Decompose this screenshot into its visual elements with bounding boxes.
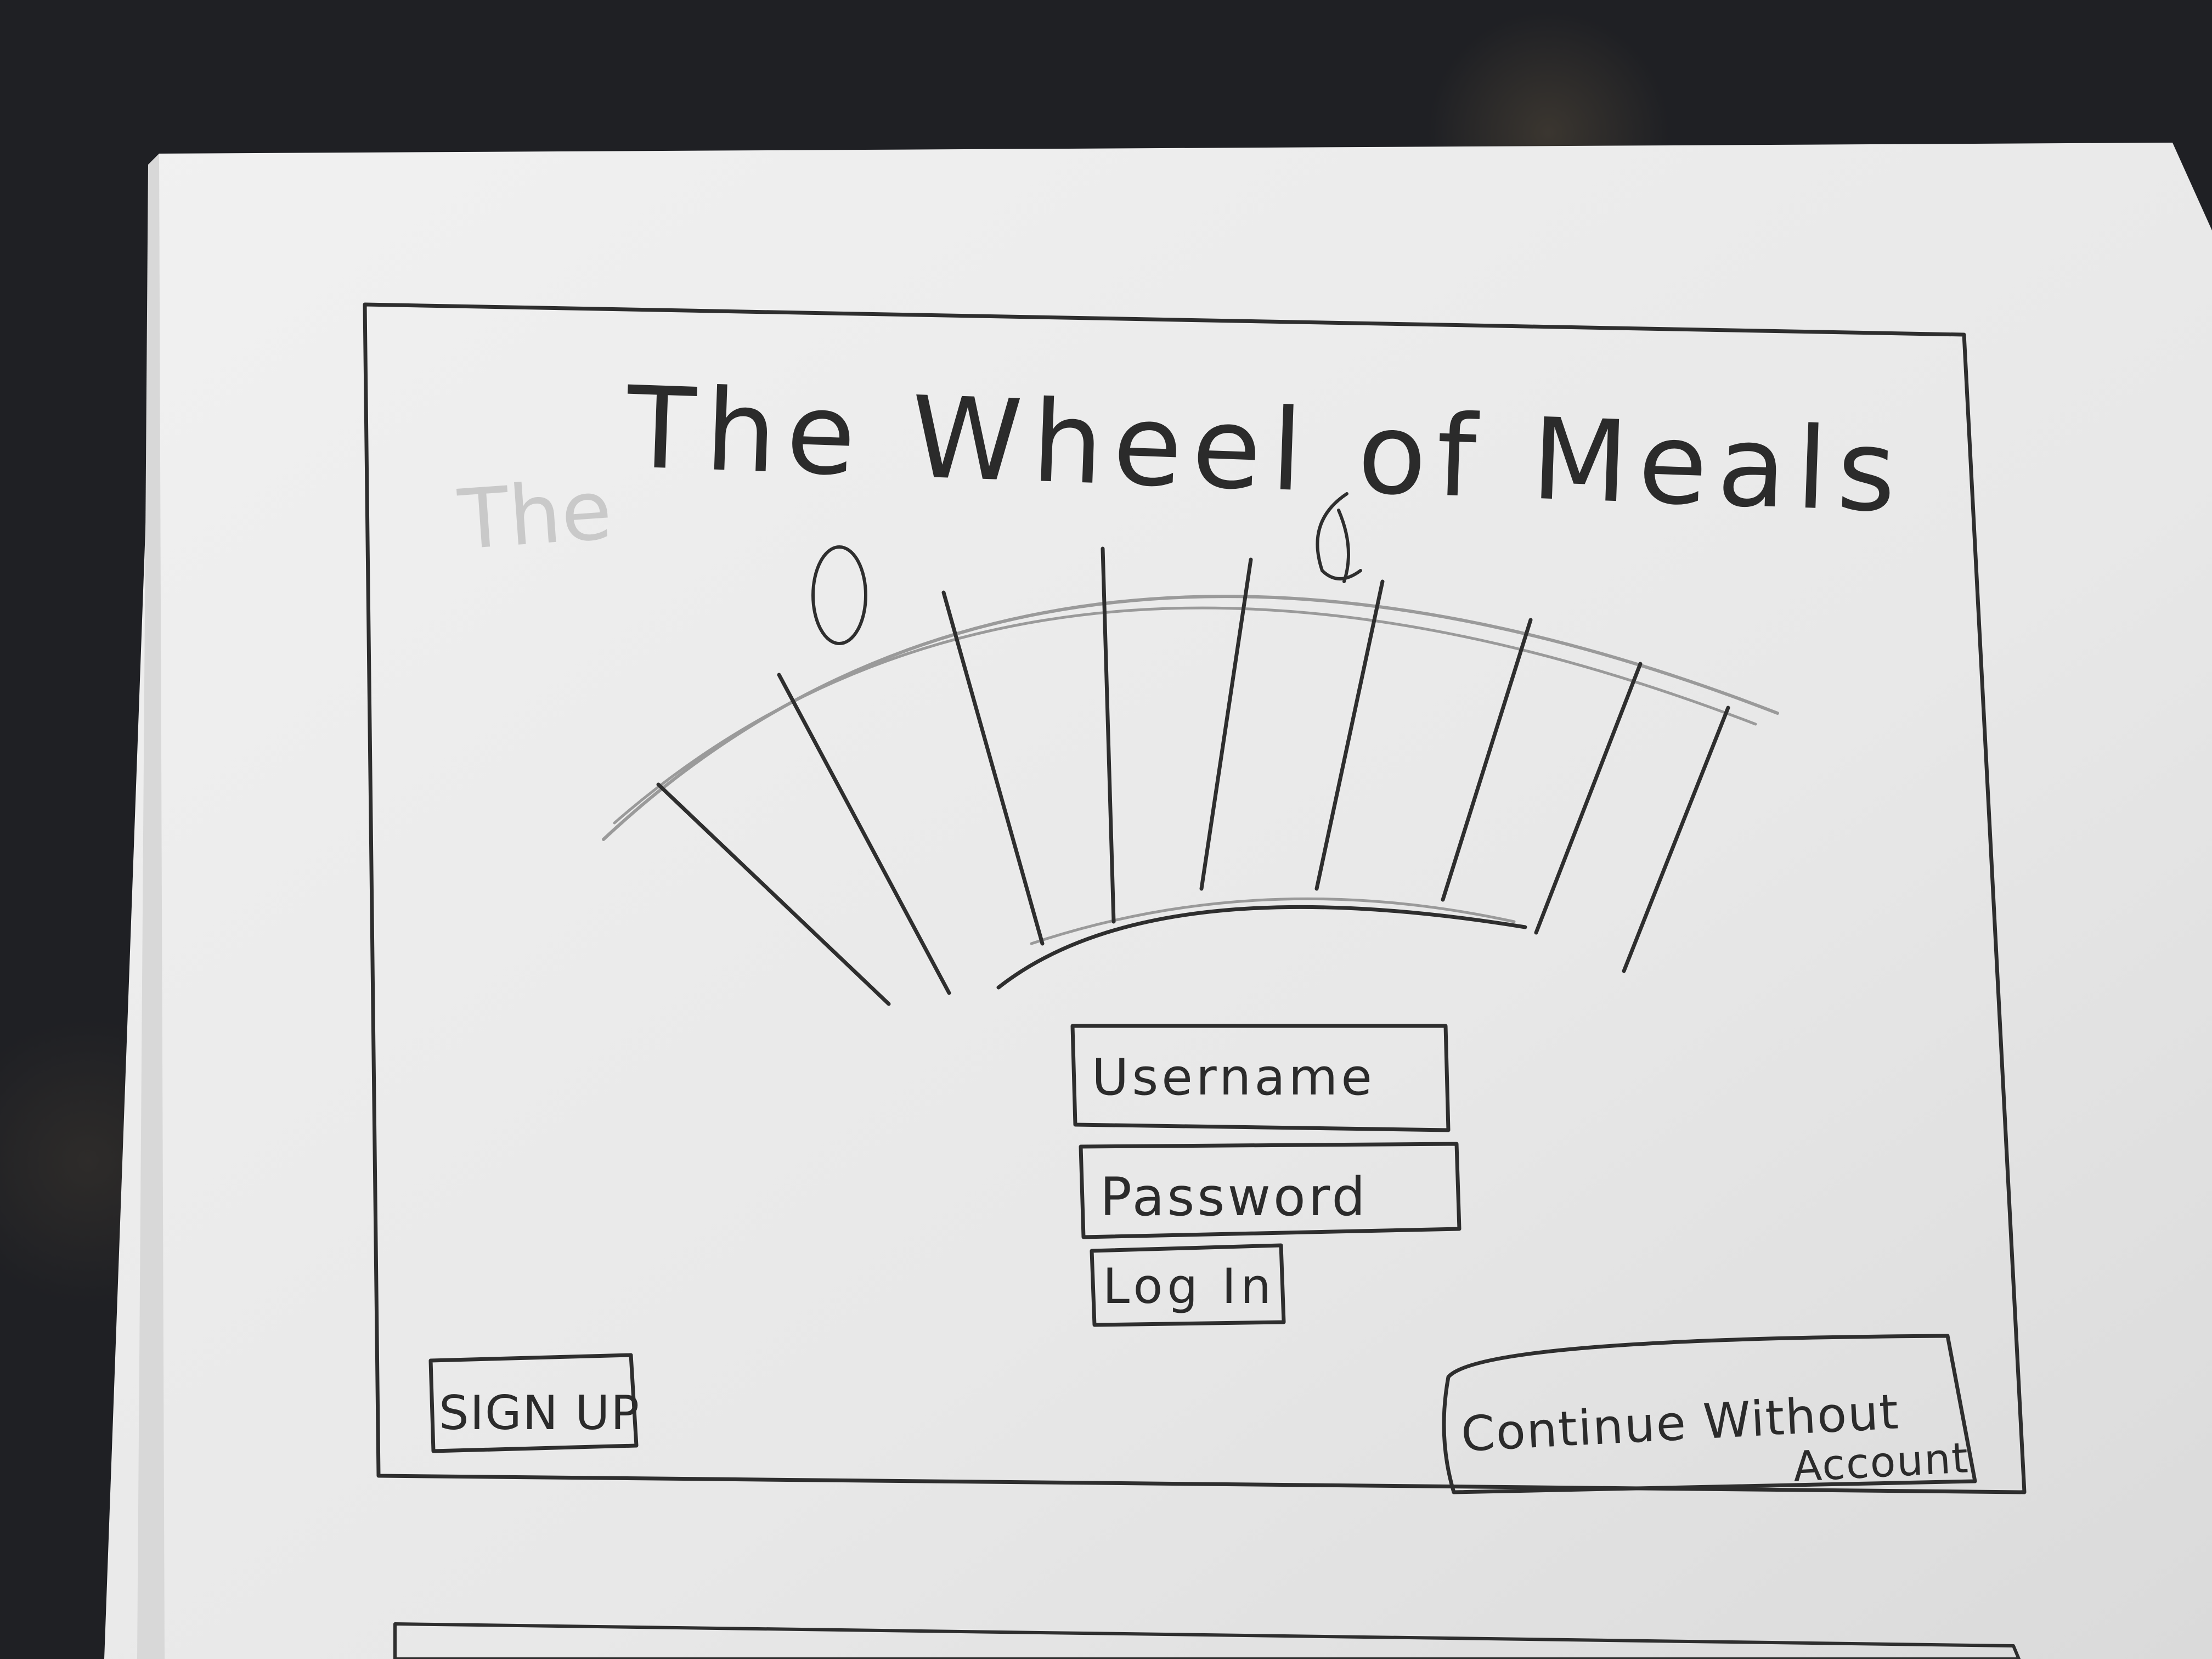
wheel-spoke [1199,557,1253,891]
wheel-spoke [777,673,951,995]
wheel-spoke [1101,546,1116,924]
wheel-hub-arc-faint [1030,897,1516,945]
wheel-spoke [1314,579,1385,891]
password-field[interactable]: Password [1079,1142,1462,1239]
wheel-marker-right [1316,492,1362,583]
password-placeholder: Password [1100,1166,1368,1228]
paper-edge [137,154,165,1659]
screen-frame [363,302,2027,1494]
wheel-spoke [656,782,891,1006]
wheel-spoke [1441,618,1533,902]
continue-label-line2: Account [1792,1433,1970,1491]
sign-up-button[interactable]: SIGN UP [428,1353,640,1453]
wheel-hub-arc [996,905,1527,990]
login-button-label: Log In [1103,1258,1276,1314]
sign-up-label: SIGN UP [439,1386,640,1441]
wheel-spokes [656,546,1730,1006]
wheel-marker-left [811,545,867,645]
login-button[interactable]: Log In [1090,1243,1286,1327]
wheel-outer-arc [602,595,1779,841]
erased-title-ghost: The [455,462,614,568]
wheel-spoke [1534,662,1643,935]
wheel-spoke [941,590,1045,946]
username-placeholder: Username [1092,1048,1375,1107]
next-screen-frame [393,1622,2021,1659]
wheel-spoke [1622,706,1730,973]
username-field[interactable]: Username [1070,1024,1451,1132]
wheel-outer-arc-inner [613,606,1757,825]
paper-sheet [104,143,2212,1659]
